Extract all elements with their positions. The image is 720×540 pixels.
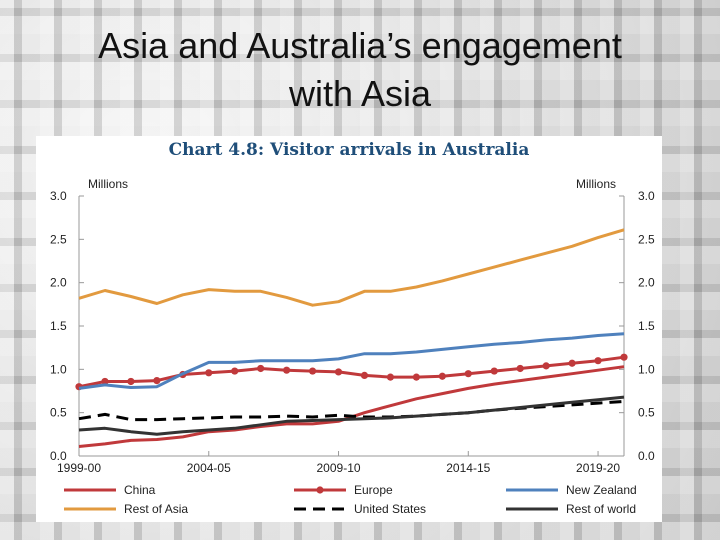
data-point-europe (594, 357, 602, 365)
series-line-united-states (78, 399, 625, 422)
data-point-europe (257, 364, 265, 373)
chart-panel: Chart 4.8: Visitor arrivals in Australia… (36, 136, 662, 522)
y-tick-label-right: 1.5 (638, 319, 655, 333)
series-line-rest-of-world (78, 395, 625, 436)
legend-label-new-zealand: New Zealand (566, 483, 637, 497)
series-line-rest-of-asia (78, 228, 625, 307)
data-point-europe (205, 369, 213, 377)
x-tick-label: 2004-05 (187, 461, 231, 475)
slide-title-line-1: Asia and Australia’s engagement (98, 25, 622, 66)
x-tick-label: 2014-15 (446, 461, 490, 475)
y-tick-label-right: 1.0 (638, 362, 655, 376)
y-tick-label-right: 0.5 (638, 406, 655, 420)
data-point-europe (620, 353, 628, 361)
data-point-europe (568, 359, 576, 367)
data-point-europe (412, 373, 420, 381)
data-point-europe (386, 373, 395, 381)
slide-title-line-2: with Asia (288, 73, 432, 114)
x-tick-label: 1999-00 (57, 461, 101, 475)
chart-title: Chart 4.8: Visitor arrivals in Australia (168, 140, 530, 160)
series-line-new-zealand (78, 332, 625, 390)
y-tick-label-left: 2.0 (50, 276, 67, 290)
legend-label-rest-of-world: Rest of world (566, 502, 636, 516)
data-point-europe (153, 377, 161, 385)
data-point-europe (101, 377, 109, 386)
y-tick-label-right: 3.0 (638, 189, 655, 203)
y-tick-label-right: 2.5 (638, 232, 655, 246)
data-point-europe (464, 370, 472, 378)
y-tick-label-left: 2.5 (50, 232, 67, 246)
y-tick-label-left: 0.5 (50, 406, 67, 420)
legend-label-rest-of-asia: Rest of Asia (124, 502, 188, 516)
legend-label-china: China (124, 483, 156, 497)
y-tick-label-right: 0.0 (638, 449, 655, 463)
y-tick-label-left: 0.0 (50, 449, 67, 463)
y-tick-label-left: 3.0 (50, 189, 67, 203)
data-point-europe (308, 367, 317, 375)
y-unit-label-right: Millions (576, 177, 616, 191)
y-tick-label-left: 1.0 (50, 362, 67, 376)
data-point-europe (542, 362, 550, 370)
legend-marker-europe (316, 486, 324, 494)
data-point-europe (360, 371, 369, 379)
y-tick-label-left: 1.5 (50, 319, 67, 333)
data-point-europe (516, 364, 524, 373)
x-tick-label: 2009-10 (317, 461, 361, 475)
y-unit-label-left: Millions (88, 177, 128, 191)
slide-title: Asia and Australia’s engagement with Asi… (60, 22, 660, 118)
legend-label-united-states: United States (354, 502, 426, 516)
data-point-europe (334, 368, 343, 376)
line-chart: Millions Millions 0.0 0.0 0.5 0.5 1.0 1.0 1.5 1.5… (50, 177, 655, 516)
legend-label-europe: Europe (354, 483, 393, 497)
x-tick-label: 2019-20 (576, 461, 620, 475)
y-tick-label-right: 2.0 (638, 276, 655, 290)
data-point-europe (127, 377, 135, 386)
data-point-europe (283, 366, 291, 374)
series-line-europe (78, 355, 625, 389)
data-point-europe (490, 367, 498, 375)
data-point-europe (438, 372, 446, 380)
data-point-europe (231, 367, 239, 375)
